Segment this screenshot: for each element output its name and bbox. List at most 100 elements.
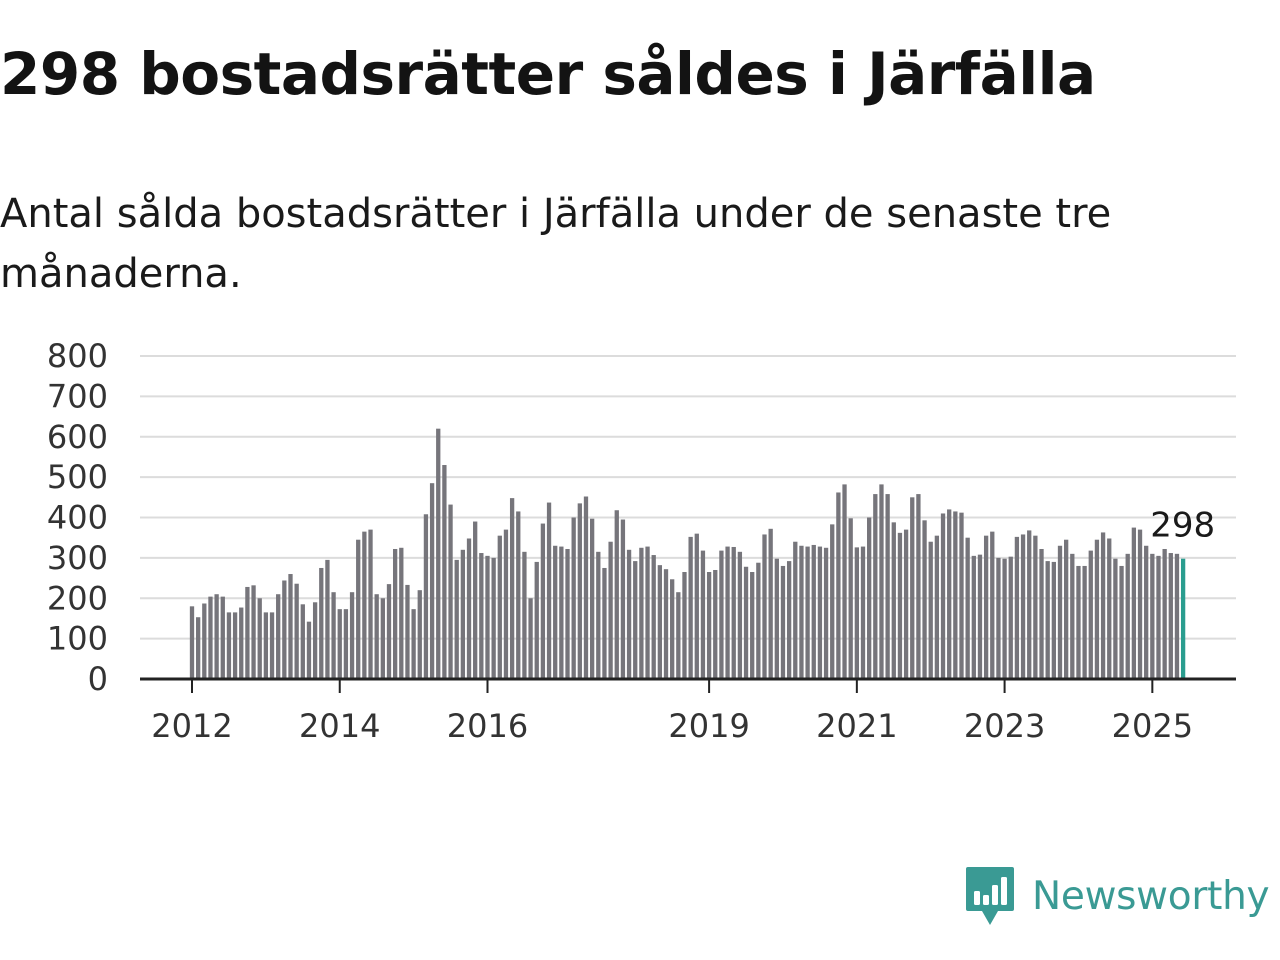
bar (620, 519, 626, 679)
bar (823, 547, 829, 679)
bar (386, 584, 392, 679)
bar (947, 509, 952, 679)
bar (454, 559, 459, 679)
bar (737, 551, 743, 679)
bar (282, 580, 287, 679)
bar (1064, 539, 1069, 679)
bar (903, 529, 909, 679)
bar (1039, 548, 1044, 679)
bar (688, 536, 693, 679)
bar (405, 584, 410, 679)
y-tick-label: 0 (88, 660, 108, 698)
bar (793, 541, 798, 679)
bar (799, 545, 804, 679)
bar (639, 547, 644, 679)
bar (1113, 558, 1118, 679)
brand-name: Newsworthy (1032, 873, 1270, 919)
bar (1137, 529, 1143, 679)
x-tick-label: 2016 (447, 707, 528, 745)
bar (786, 561, 792, 679)
bar (374, 594, 379, 679)
bar (460, 549, 466, 679)
bar (670, 579, 675, 679)
bar (971, 555, 976, 679)
bar (509, 498, 515, 679)
bar (565, 548, 570, 679)
bar (485, 555, 490, 679)
x-tick-label: 2012 (151, 707, 232, 745)
bar (836, 492, 841, 679)
bar (1119, 565, 1124, 679)
bar (546, 502, 552, 679)
bar (1045, 561, 1050, 679)
bar (368, 529, 373, 679)
bar (706, 572, 712, 679)
bar (1168, 553, 1173, 679)
y-tick-label: 100 (47, 620, 108, 658)
bar (1057, 545, 1063, 679)
bar (719, 550, 724, 679)
bar (1070, 553, 1075, 679)
bar (423, 514, 429, 679)
bar (356, 539, 361, 679)
bar (633, 561, 638, 679)
bar (848, 518, 853, 679)
bar (503, 529, 509, 679)
y-tick-label: 600 (47, 418, 108, 456)
bar (626, 549, 632, 679)
bar (657, 565, 663, 679)
bar (762, 534, 767, 679)
bar (497, 535, 502, 679)
bar (934, 535, 940, 679)
bar (694, 533, 699, 679)
bar (399, 547, 404, 679)
bar (867, 517, 872, 679)
bar (897, 532, 903, 679)
bar (916, 494, 921, 679)
y-tick-label: 800 (47, 337, 108, 375)
bar (226, 612, 232, 679)
bar (343, 609, 349, 679)
chart-subtitle: Antal sålda bostadsrätter i Järfälla und… (0, 191, 1112, 297)
bar (953, 511, 958, 679)
y-tick-label: 400 (47, 499, 108, 537)
bar (983, 535, 989, 679)
bar (1174, 553, 1180, 679)
bar (959, 512, 964, 679)
last-value-label: 298 (1150, 506, 1215, 546)
bar (780, 565, 786, 679)
bar (429, 483, 435, 679)
bar (602, 567, 607, 679)
bar (337, 609, 342, 679)
bar (682, 572, 687, 679)
bar (263, 612, 269, 679)
bar (202, 603, 207, 679)
bar (817, 546, 823, 679)
bar (700, 550, 706, 679)
bar (239, 607, 244, 679)
bar (811, 544, 816, 679)
bar (1051, 561, 1056, 679)
y-tick-label: 700 (47, 377, 108, 415)
bar (885, 494, 890, 679)
page-title: 298 bostadsrätter såldes i Järfälla (0, 40, 1096, 108)
bar (189, 606, 195, 679)
bar (1150, 553, 1155, 679)
bar (713, 569, 718, 679)
bar (331, 592, 336, 679)
bar (466, 538, 472, 679)
bar (583, 496, 589, 679)
bar (411, 609, 416, 679)
bar (559, 546, 564, 679)
bar (910, 497, 915, 679)
bar (805, 546, 810, 679)
bar (1076, 565, 1081, 679)
x-axis: 2012 2014 2016 2019 2021 2023 2025 (140, 677, 1236, 745)
bar (651, 555, 656, 679)
bar (676, 592, 681, 679)
bar (245, 586, 250, 679)
bar (553, 545, 558, 679)
annotations: 298 (1150, 506, 1215, 546)
